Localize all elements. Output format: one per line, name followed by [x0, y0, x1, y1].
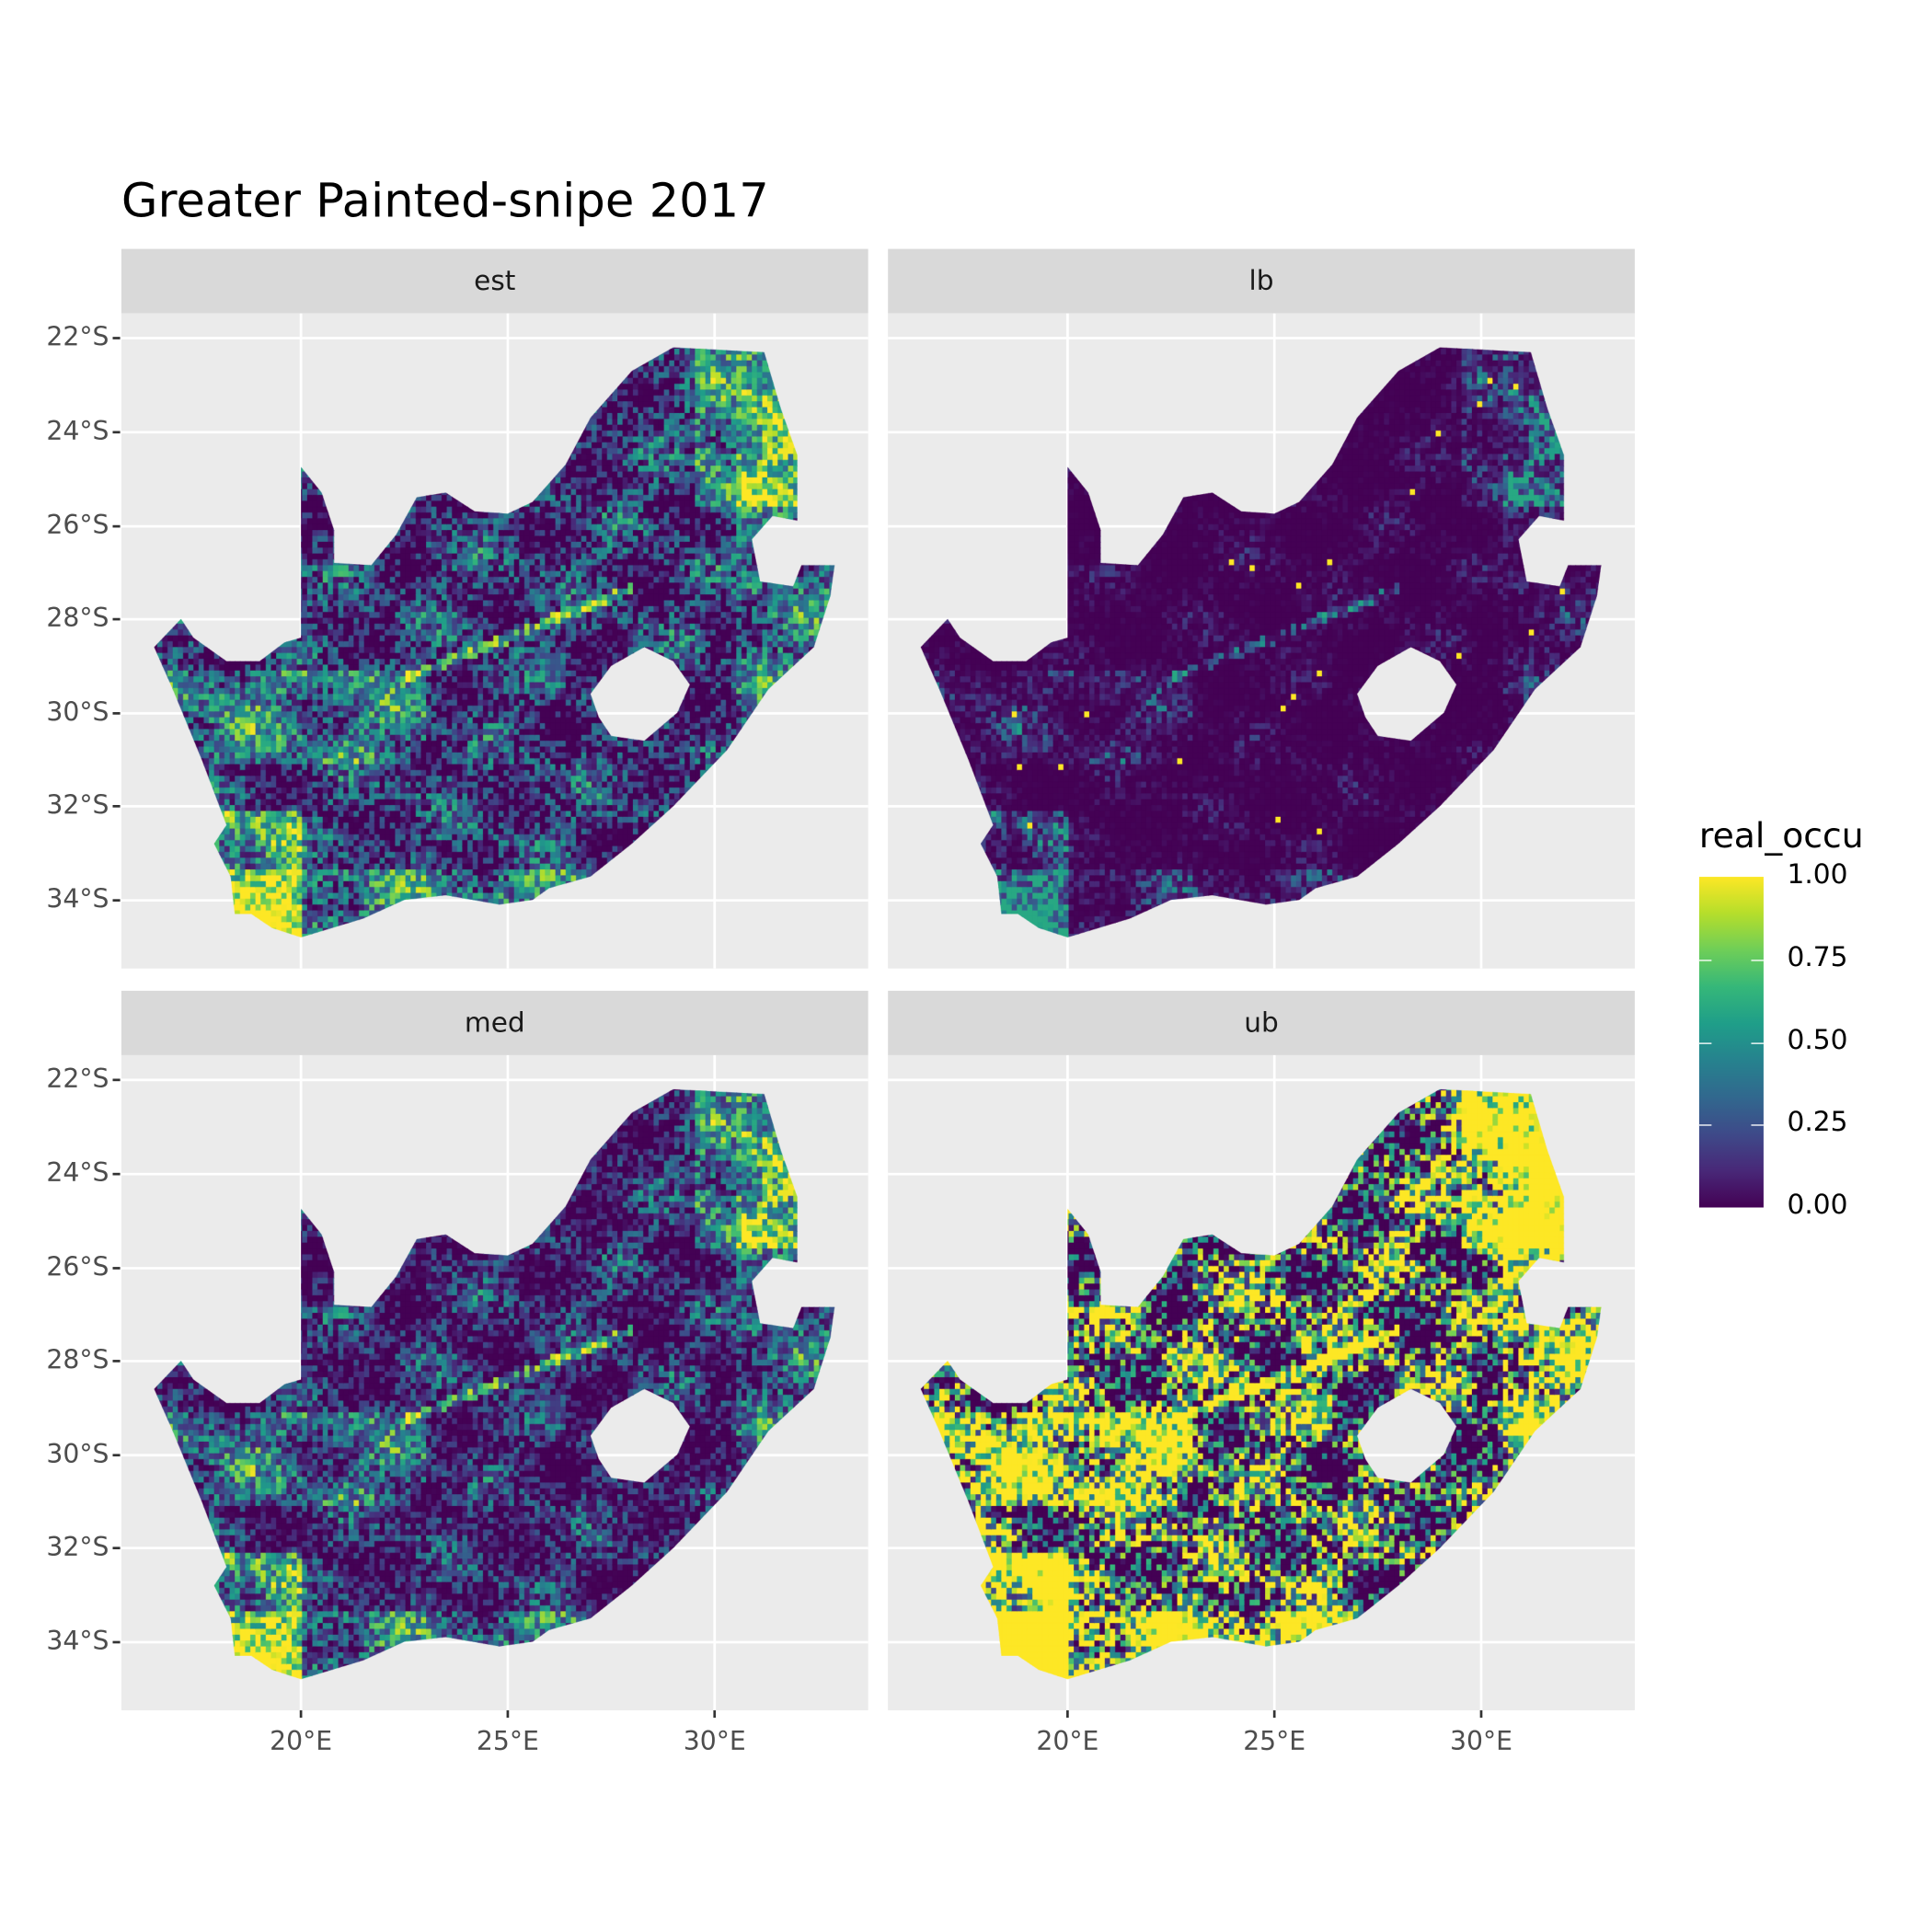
y-tick-mark	[112, 1360, 121, 1363]
x-tick-mark	[713, 1710, 717, 1719]
y-tick-label: 26°S	[46, 510, 109, 540]
y-tick-mark	[112, 617, 121, 621]
y-tick-mark	[112, 899, 121, 902]
legend-title: real_occu	[1698, 814, 1864, 857]
y-tick-mark	[112, 1547, 121, 1550]
y-tick-mark	[112, 1267, 121, 1270]
y-tick-mark	[112, 1640, 121, 1644]
x-tick-mark	[506, 1710, 510, 1719]
x-tick-label: 25°E	[1243, 1726, 1306, 1756]
y-tick-label: 24°S	[46, 1157, 109, 1188]
map-panel-lb	[888, 313, 1635, 969]
x-tick-label: 20°E	[1036, 1726, 1099, 1756]
y-tick-mark	[112, 1078, 121, 1082]
facet-strip-est: est	[121, 248, 868, 314]
map-panel-est	[121, 313, 868, 969]
y-tick-mark	[112, 1454, 121, 1457]
colorbar-tick	[1698, 1041, 1712, 1044]
legend-label: 0.75	[1787, 942, 1848, 974]
x-tick-label: 20°E	[270, 1726, 333, 1756]
facet-label: est	[474, 265, 516, 297]
y-tick-mark	[112, 524, 121, 528]
y-tick-label: 28°S	[46, 603, 109, 633]
legend-label: 0.50	[1787, 1025, 1848, 1057]
colorbar-tick	[1751, 1124, 1764, 1126]
facet-strip-lb: lb	[888, 248, 1635, 314]
y-tick-label: 30°S	[46, 696, 109, 728]
y-tick-label: 32°S	[46, 1532, 109, 1562]
facet-strip-med: med	[121, 990, 868, 1055]
facet-label: ub	[1244, 1007, 1279, 1039]
x-tick-mark	[1272, 1710, 1276, 1719]
facet-strip-ub: ub	[888, 990, 1635, 1055]
y-tick-mark	[112, 804, 121, 808]
x-tick-mark	[299, 1710, 303, 1719]
y-tick-label: 22°S	[46, 1064, 109, 1094]
legend-label: 0.25	[1787, 1107, 1848, 1139]
x-tick-mark	[1066, 1710, 1069, 1719]
occupancy-raster-est	[121, 313, 868, 969]
occupancy-raster-lb	[888, 313, 1635, 969]
x-tick-label: 25°E	[476, 1726, 539, 1756]
colorbar-tick	[1698, 1124, 1712, 1126]
legend-label: 1.00	[1787, 859, 1848, 891]
y-tick-label: 26°S	[46, 1251, 109, 1282]
y-tick-mark	[112, 1172, 121, 1176]
colorbar-tick	[1751, 1041, 1764, 1044]
y-tick-mark	[112, 712, 121, 715]
occupancy-raster-med	[121, 1054, 868, 1711]
facet-label: lb	[1248, 265, 1274, 297]
facet-label: med	[464, 1007, 525, 1039]
y-tick-label: 24°S	[46, 416, 109, 446]
legend-label: 0.00	[1787, 1190, 1848, 1222]
y-tick-mark	[112, 431, 121, 434]
y-tick-label: 32°S	[46, 789, 109, 821]
y-tick-mark	[112, 337, 121, 339]
y-tick-label: 34°S	[46, 1626, 109, 1656]
y-tick-label: 34°S	[46, 884, 109, 914]
colorbar	[1698, 877, 1764, 1208]
y-tick-label: 28°S	[46, 1344, 109, 1375]
y-tick-label: 22°S	[46, 321, 109, 352]
y-tick-label: 30°S	[46, 1439, 109, 1469]
map-panel-med	[121, 1054, 868, 1711]
occupancy-raster-ub	[888, 1054, 1635, 1711]
x-tick-label: 30°E	[683, 1726, 746, 1756]
x-tick-label: 30°E	[1450, 1726, 1512, 1756]
x-tick-mark	[1479, 1710, 1483, 1719]
plot-title: Greater Painted-snipe 2017	[121, 173, 769, 228]
map-panel-ub	[888, 1054, 1635, 1711]
